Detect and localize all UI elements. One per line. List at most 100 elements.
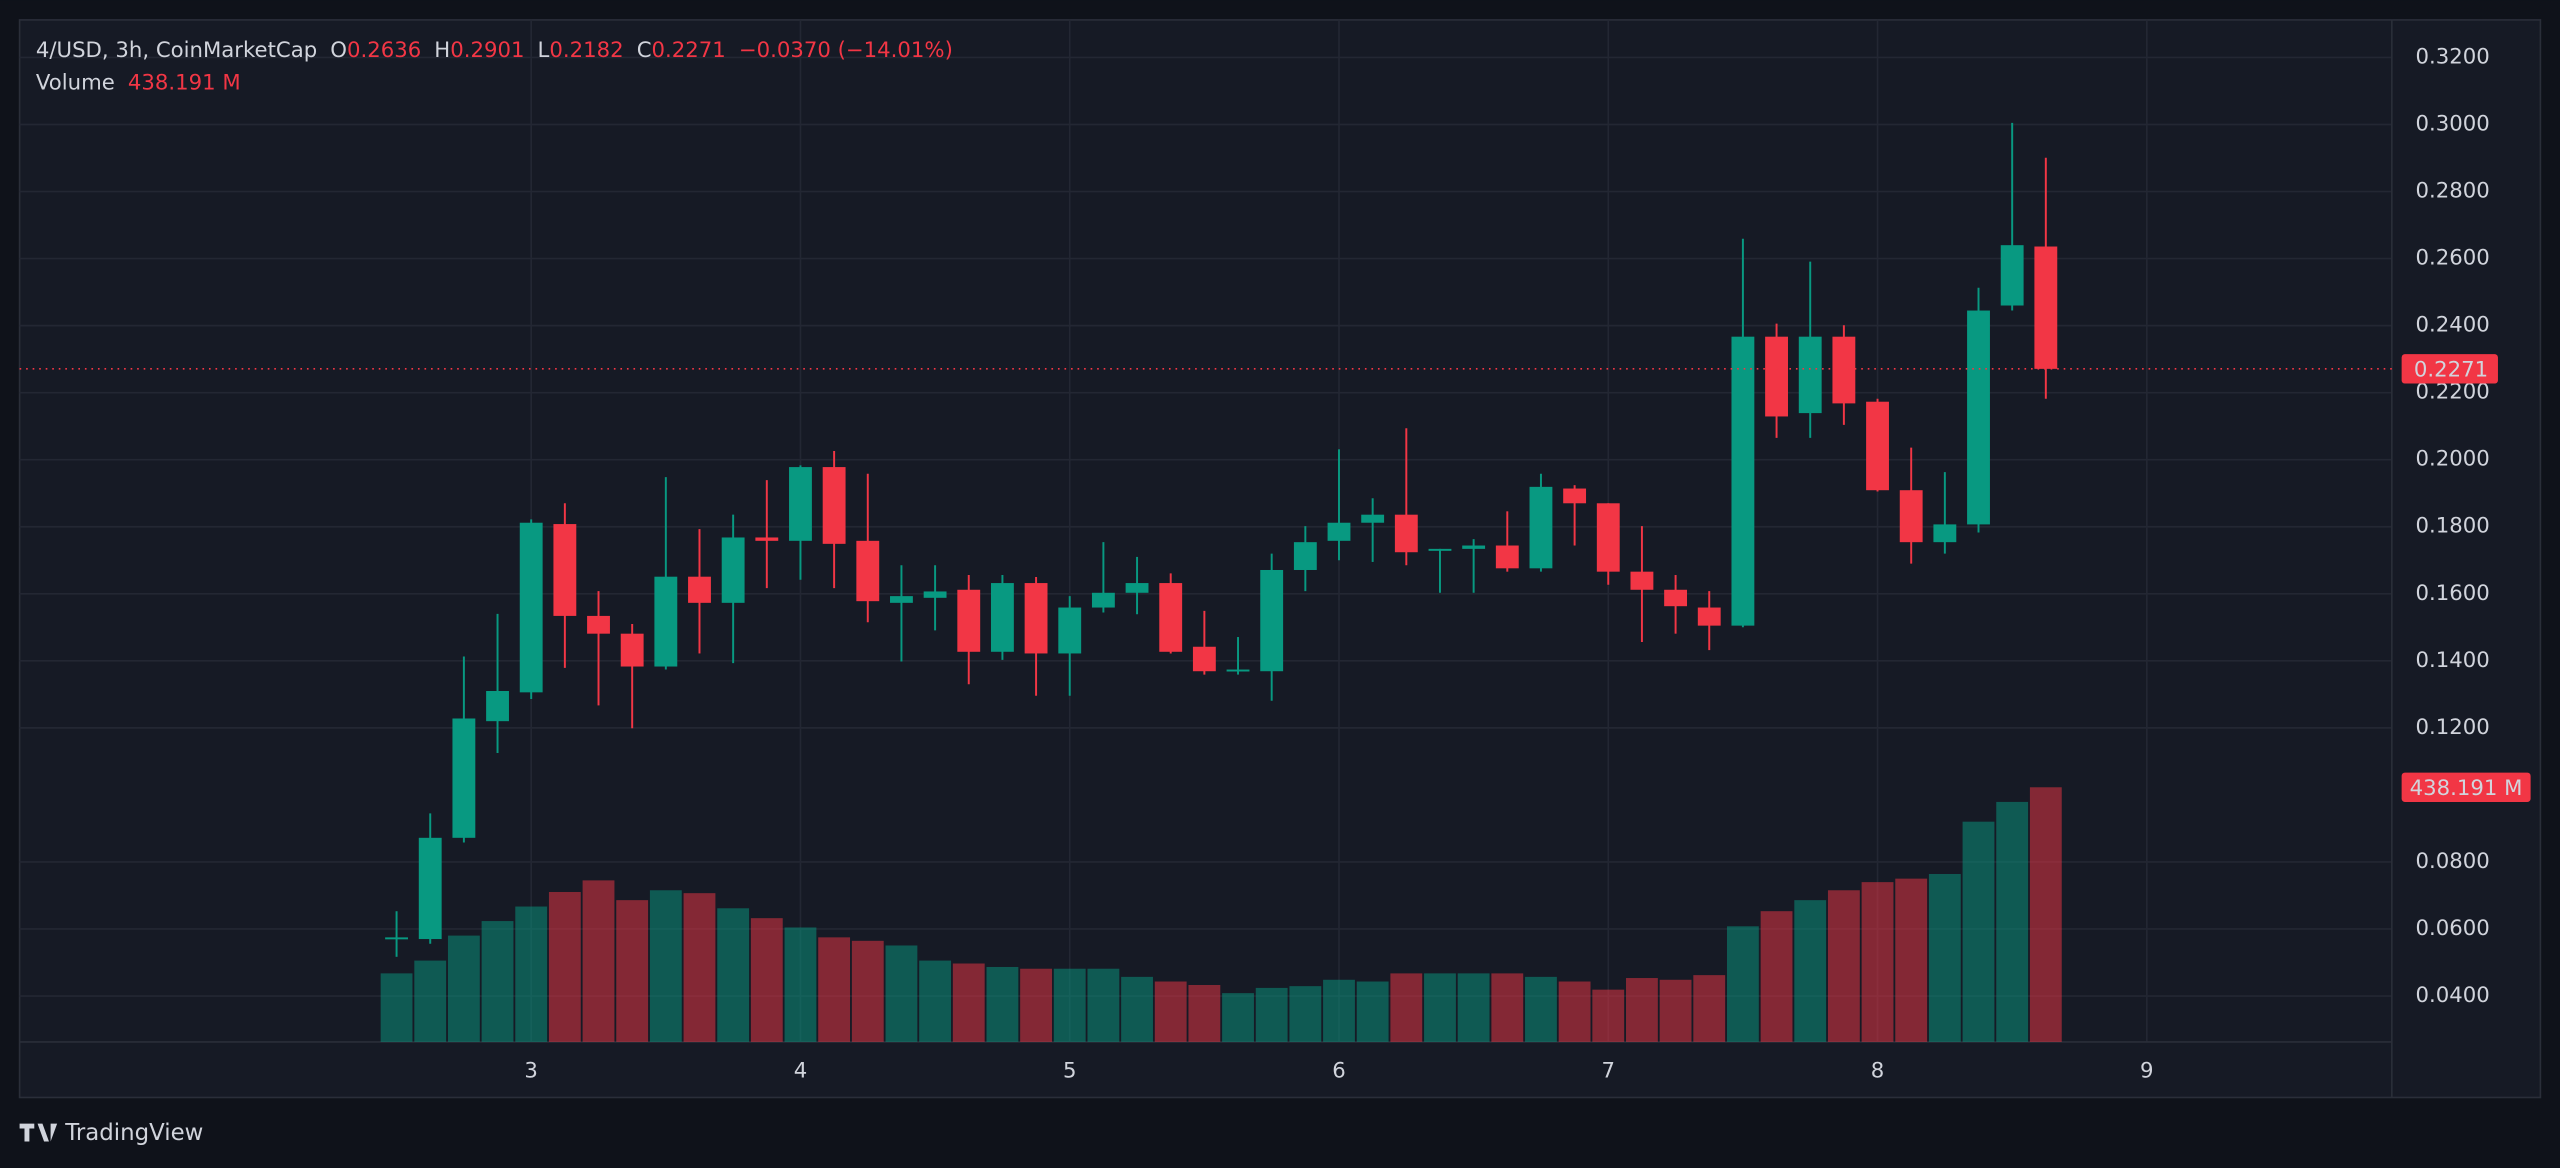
y-tick-label: 0.2200 xyxy=(2416,380,2490,405)
volume-title: Volume xyxy=(36,71,115,96)
x-tick-label: 4 xyxy=(794,1058,808,1083)
volume-bar xyxy=(649,890,682,1042)
y-tick-label: 0.0600 xyxy=(2416,916,2490,941)
candle-body xyxy=(923,591,947,598)
candle-body xyxy=(553,524,577,616)
volume-bar xyxy=(952,963,985,1042)
volume-bar xyxy=(1693,975,1726,1042)
volume-tag-label: 438.191 M xyxy=(2410,776,2523,801)
volume-bar xyxy=(1491,973,1524,1042)
volume-bar xyxy=(1794,900,1827,1042)
volume-bar xyxy=(1626,978,1658,1042)
y-tick-label: 0.1600 xyxy=(2416,581,2490,606)
volume-bar xyxy=(414,960,447,1042)
candle-body xyxy=(1866,401,1889,491)
candle-body xyxy=(1159,583,1183,652)
volume-bar xyxy=(717,908,750,1042)
candle-body xyxy=(587,615,610,634)
candle-body xyxy=(2034,246,2058,369)
volume-bar xyxy=(1053,968,1086,1042)
candle-body xyxy=(1226,669,1250,672)
brand-name: TradingView xyxy=(64,1120,203,1146)
candle-body xyxy=(1091,592,1115,608)
candle-body xyxy=(789,467,812,541)
volume-bar xyxy=(1356,981,1389,1042)
x-tick-label: 9 xyxy=(2140,1058,2154,1083)
y-tick-label: 0.2000 xyxy=(2416,447,2490,472)
close-label: C xyxy=(637,38,652,63)
volume-bar xyxy=(851,940,884,1042)
volume-bar xyxy=(616,900,649,1042)
volume-bar xyxy=(515,906,548,1042)
volume-bar xyxy=(1928,873,1961,1042)
candle-body xyxy=(1832,336,1856,404)
candle-body xyxy=(721,537,745,603)
volume-bar xyxy=(1255,987,1288,1042)
candle-body xyxy=(1798,336,1822,414)
y-tick-label: 0.0400 xyxy=(2416,983,2490,1008)
volume-bar xyxy=(1424,973,1456,1042)
candle-body xyxy=(890,596,913,603)
chart-frame xyxy=(18,19,2542,1099)
candle-body xyxy=(1765,336,1788,417)
volume-bar xyxy=(885,945,918,1042)
candle-body xyxy=(1563,488,1587,504)
x-tick-label: 6 xyxy=(1332,1058,1346,1083)
y-tick-label: 0.2400 xyxy=(2416,313,2490,338)
high-value: 0.2901 xyxy=(450,38,524,63)
candle-body xyxy=(1192,646,1216,672)
last-price-label: 0.2271 xyxy=(2414,357,2488,382)
volume-bar xyxy=(1020,968,1052,1042)
volume-bar xyxy=(1323,979,1355,1042)
close-value: 0.2271 xyxy=(652,38,726,63)
open-label: O xyxy=(330,38,347,63)
volume-tag xyxy=(2401,772,2531,802)
candle-body xyxy=(452,718,476,838)
volume-bar xyxy=(1760,911,1793,1042)
candle-body xyxy=(1596,503,1620,572)
volume-bar xyxy=(481,921,514,1042)
chart-legend: 4/USD, 3h, CoinMarketCap O0.2636 H0.2901 L0… xyxy=(36,38,953,63)
x-tick-label: 7 xyxy=(1602,1058,1616,1083)
candles xyxy=(385,122,2058,957)
volume-bar xyxy=(1962,821,1995,1042)
volume-legend: Volume 438.191 M xyxy=(36,71,241,96)
y-tick-label: 0.3200 xyxy=(2416,44,2490,69)
volume-bar xyxy=(1390,973,1423,1042)
high-label: H xyxy=(434,38,450,63)
volume-bar xyxy=(1222,993,1254,1042)
volume-bar xyxy=(1996,801,2029,1042)
candle-body xyxy=(1495,545,1519,569)
candle-body xyxy=(654,576,678,667)
candle-body xyxy=(822,467,846,544)
candle-body xyxy=(1664,589,1688,607)
volume-bar xyxy=(750,918,783,1042)
y-tick-label: 0.2600 xyxy=(2416,246,2490,271)
candle-body xyxy=(1361,514,1385,523)
y-tick-label: 0.1400 xyxy=(2416,648,2490,673)
candle-body xyxy=(1327,522,1351,541)
volume-bar xyxy=(1457,973,1490,1042)
volume-bar xyxy=(1659,979,1692,1042)
y-tick-label: 0.3000 xyxy=(2416,112,2490,137)
volume-bar xyxy=(818,937,851,1042)
volume-bar xyxy=(1087,968,1120,1042)
low-value: 0.2182 xyxy=(549,38,623,63)
x-tick-label: 8 xyxy=(1871,1058,1885,1083)
y-tick-label: 0.1800 xyxy=(2416,514,2490,539)
candle-body xyxy=(688,576,711,603)
y-tick-label: 0.0800 xyxy=(2416,849,2490,874)
volume-pane xyxy=(380,787,2062,1042)
volume-bar xyxy=(683,893,716,1042)
volume-bar xyxy=(1525,976,1557,1042)
volume-bar xyxy=(2029,787,2062,1042)
candle-body xyxy=(1731,336,1755,626)
x-tick-label: 5 xyxy=(1063,1058,1077,1083)
candle-body xyxy=(1428,548,1452,551)
volume-bar xyxy=(380,973,413,1042)
candle-body xyxy=(519,522,543,693)
axes: 3 4 5 6 7 8 9 0.3200 0.3000 0.2800 0.2600 0.2400 0.2… xyxy=(19,44,2531,1083)
candle-body xyxy=(486,690,509,722)
candle-body xyxy=(1697,607,1721,626)
